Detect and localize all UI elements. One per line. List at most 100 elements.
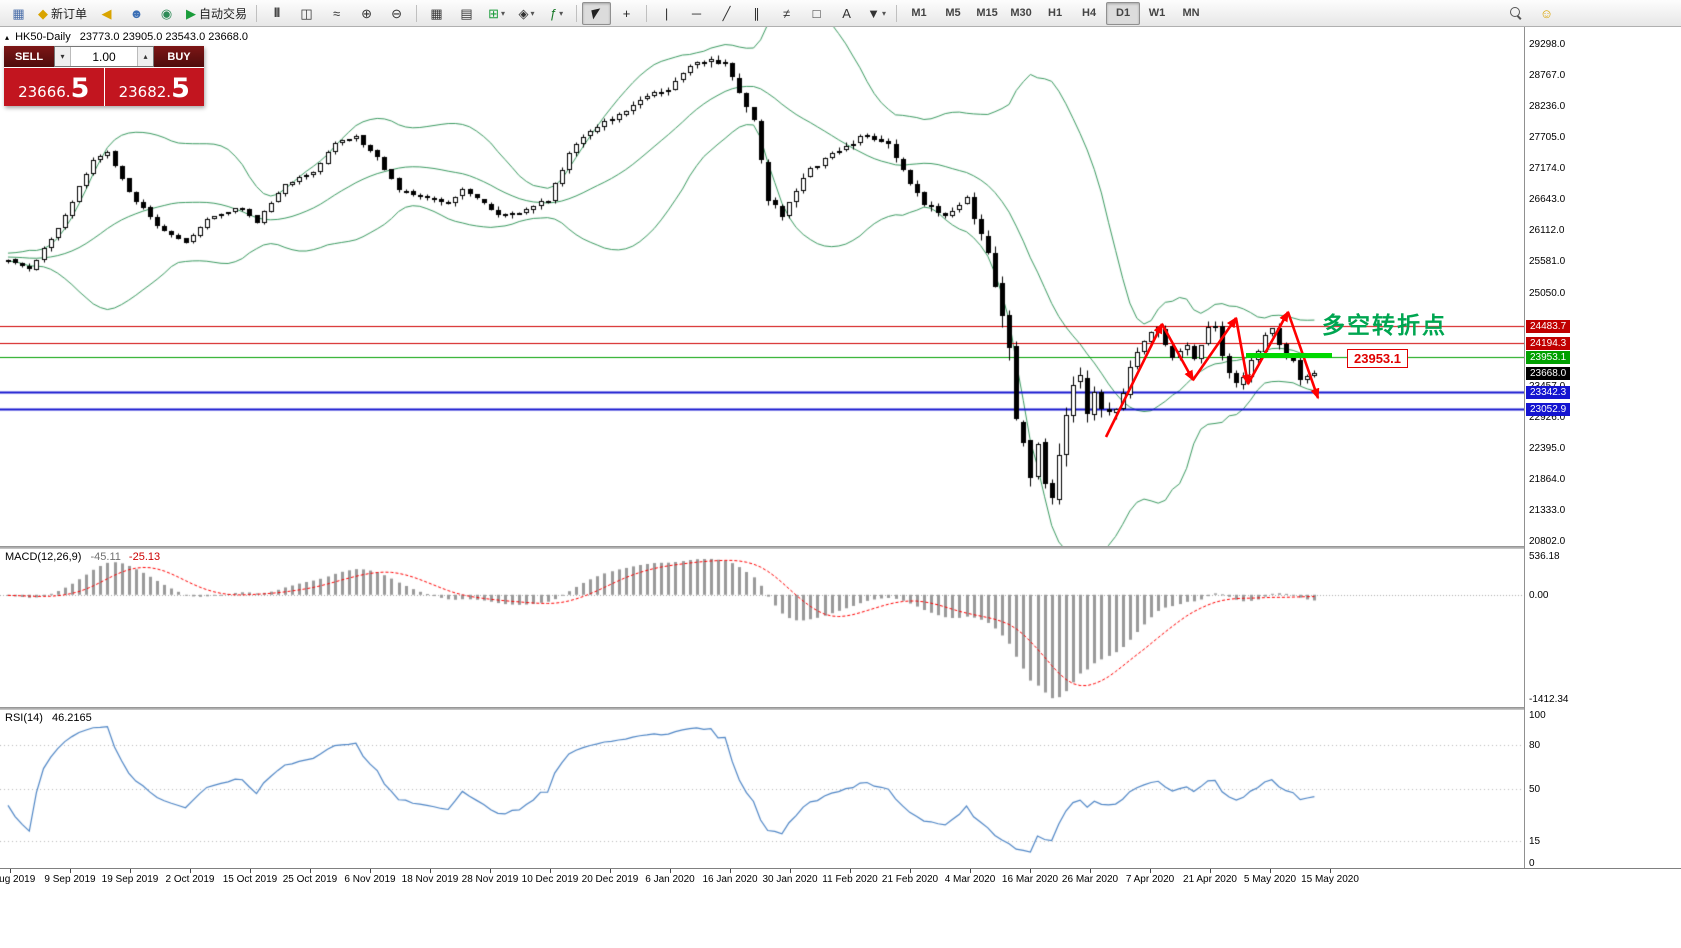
rsi-header: RSI(14) 46.2165: [5, 712, 92, 724]
profiles-button[interactable]: ◈ ▾: [512, 2, 541, 25]
date-tick: [970, 869, 971, 873]
timeframe-h1[interactable]: H1: [1048, 7, 1063, 19]
bar-chart-button[interactable]: |||: [262, 2, 291, 25]
arrows-tool-button[interactable]: ▼ ▾: [862, 2, 891, 25]
date-label: 6 Nov 2019: [344, 874, 396, 885]
sell-button[interactable]: SELL: [4, 46, 54, 67]
date-label: 19 Sep 2019: [101, 874, 159, 885]
channel-icon: ∥: [753, 5, 760, 21]
date-tick: [910, 869, 911, 873]
tile-windows-button[interactable]: ▦: [422, 2, 451, 25]
price-axis-label: 27174.0: [1529, 163, 1566, 175]
chevron-down-icon: ▾: [881, 8, 886, 18]
price-axis-label: 29298.0: [1529, 39, 1566, 50]
price-axis-label: 20802.0: [1529, 536, 1566, 547]
macd-value-signal: -25.13: [128, 551, 161, 563]
horizontal-line-tool-button[interactable]: ─: [682, 2, 711, 25]
date-label: 2 Oct 2019: [165, 874, 215, 885]
candlestick-chart-button[interactable]: ◫: [292, 2, 321, 25]
community-button[interactable]: ◉: [152, 2, 181, 25]
rsi-axis-label: 50: [1529, 784, 1541, 795]
announcement-button[interactable]: ◀: [92, 2, 121, 25]
trendline-tool-button[interactable]: ╱: [712, 2, 741, 25]
channel-tool-button[interactable]: ∥: [742, 2, 771, 25]
timeframe-m30[interactable]: M30: [1010, 7, 1032, 19]
cascade-windows-button[interactable]: ▤: [452, 2, 481, 25]
price-axis-label: 22395.0: [1529, 442, 1566, 454]
chart-window-icon-button[interactable]: ▦: [4, 2, 33, 25]
timeframe-m15[interactable]: M15: [976, 7, 998, 19]
indicators-button[interactable]: ƒ ▾: [542, 2, 571, 25]
crosshair-tool-button[interactable]: +: [612, 2, 641, 25]
new-order-button[interactable]: ◆ 新订单: [34, 2, 91, 25]
date-label: 7 Apr 2020: [1125, 874, 1175, 885]
community-smiley-button[interactable]: ☺: [1532, 2, 1561, 25]
rsi-axis-label: 80: [1529, 739, 1541, 751]
buy-price[interactable]: 23682. 5: [104, 68, 204, 106]
volume-increase-button[interactable]: ▴: [137, 47, 153, 66]
date-tick: [130, 869, 131, 873]
panel-splitter[interactable]: [0, 546, 1681, 549]
fibonacci-tool-button[interactable]: ≠: [772, 2, 801, 25]
volume-decrease-button[interactable]: ▾: [55, 47, 71, 66]
date-label: 15 May 2020: [1301, 874, 1359, 885]
date-label: 30 Jan 2020: [762, 874, 818, 885]
profile-button[interactable]: ☻: [122, 2, 151, 25]
price-chart-canvas[interactable]: [0, 27, 1524, 546]
volume-input[interactable]: 1.00: [92, 49, 116, 64]
level-price-label[interactable]: 23953.1: [1347, 349, 1408, 368]
sell-price[interactable]: 23666. 5: [4, 68, 104, 106]
trendline-icon: ╱: [722, 5, 731, 21]
support-highlight-line[interactable]: [1246, 353, 1332, 358]
price-axis-label: 25050.0: [1529, 287, 1566, 299]
date-label: 9 Sep 2019: [44, 874, 96, 885]
chevron-down-icon: ▾: [530, 8, 535, 18]
zoom-out-button[interactable]: ⊖: [382, 2, 411, 25]
date-tick: [490, 869, 491, 873]
timeframe-d1[interactable]: D1: [1106, 1, 1141, 25]
price-axis[interactable]: 29298.0 28767.0 28236.0 27705.0 27174.0 26643…: [1524, 27, 1681, 869]
date-tick: [310, 869, 311, 873]
new-order-label: 新订单: [51, 6, 88, 21]
macd-panel[interactable]: [0, 549, 1524, 707]
shapes-tool-button[interactable]: □: [802, 2, 831, 25]
autotrade-button[interactable]: ▶ 自动交易: [182, 2, 251, 25]
cursor-tool-button[interactable]: ◤: [582, 1, 612, 25]
date-tick: [250, 869, 251, 873]
profiles-icon: ◈: [518, 5, 529, 21]
price-badge: 23342.3: [1526, 386, 1571, 400]
macd-canvas[interactable]: [0, 549, 1524, 707]
zoom-in-icon: ⊕: [361, 5, 372, 21]
timeframe-m5[interactable]: M5: [945, 7, 961, 19]
panel-splitter[interactable]: [0, 707, 1681, 710]
price-badge: 24194.3: [1526, 336, 1571, 350]
bar-chart-icon: |||: [273, 7, 280, 18]
macd-header: MACD(12,26,9) -45.11 -25.13: [5, 551, 160, 563]
zoom-out-icon: ⊖: [391, 5, 402, 21]
date-axis[interactable]: 8 Aug 2019 9 Sep 2019 19 Sep 2019 2 Oct 201…: [0, 868, 1681, 889]
rsi-panel[interactable]: [0, 710, 1524, 868]
main-chart-panel[interactable]: [0, 27, 1524, 546]
indicators-icon: ƒ: [549, 5, 558, 21]
rsi-value: 46.2165: [51, 712, 92, 724]
buy-price-main: 23682.: [118, 83, 172, 101]
timeframe-mn[interactable]: MN: [1182, 7, 1200, 19]
macd-title: MACD(12,26,9): [5, 551, 82, 563]
timeframe-w1[interactable]: W1: [1148, 7, 1166, 19]
vertical-line-tool-button[interactable]: |: [652, 2, 681, 25]
text-tool-button[interactable]: A: [832, 2, 861, 25]
date-label: 5 May 2020: [1243, 874, 1297, 885]
tile-windows-icon: ▦: [430, 5, 443, 21]
date-tick: [1270, 869, 1271, 873]
buy-button[interactable]: BUY: [154, 46, 204, 67]
new-chart-button[interactable]: ⊞ ▾: [482, 2, 511, 25]
date-tick: [850, 869, 851, 873]
line-chart-button[interactable]: ≈: [322, 2, 351, 25]
timeframe-m1[interactable]: M1: [911, 7, 927, 19]
zoom-in-button[interactable]: ⊕: [352, 2, 381, 25]
search-button[interactable]: [1501, 2, 1530, 25]
timeframe-h4[interactable]: H4: [1082, 7, 1097, 19]
rsi-canvas[interactable]: [0, 710, 1524, 868]
annotation-text[interactable]: 多空转折点: [1322, 312, 1447, 338]
date-label: 20 Dec 2019: [581, 874, 639, 885]
